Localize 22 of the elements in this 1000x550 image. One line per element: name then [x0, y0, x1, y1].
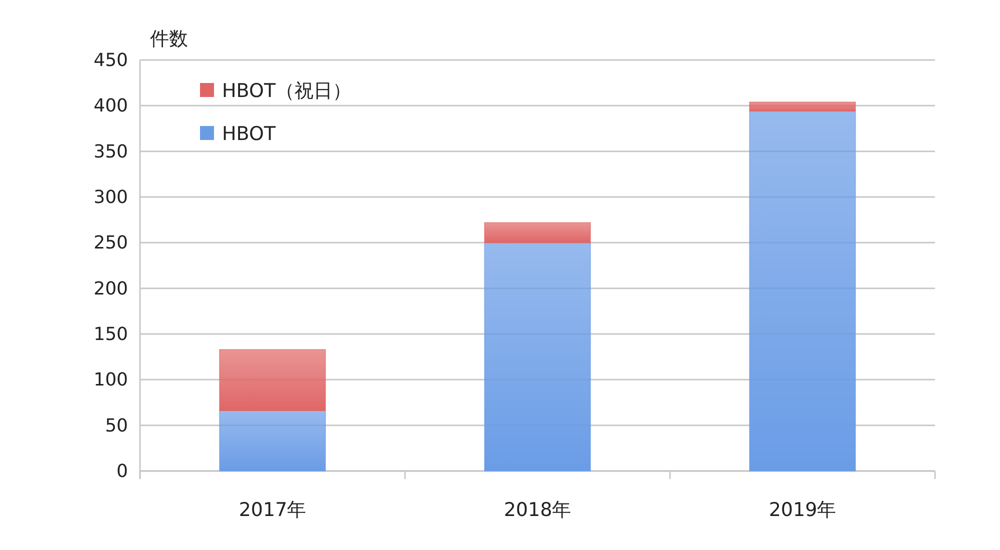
- bar: [484, 242, 591, 472]
- x-tick-label: 2019年: [768, 499, 836, 521]
- y-axis-title: 件数: [150, 28, 188, 50]
- bar: [749, 102, 856, 112]
- bar: [219, 349, 326, 411]
- x-tick-label: 2018年: [504, 499, 572, 521]
- y-tick-label: 250: [94, 232, 128, 254]
- y-tick-label: 50: [105, 415, 128, 436]
- y-tick-label: 150: [94, 324, 128, 345]
- y-tick-label: 300: [94, 187, 128, 208]
- bar: [219, 410, 326, 472]
- legend-label: HBOT（祝日）: [222, 80, 352, 102]
- y-tick-label: 350: [94, 141, 128, 162]
- y-tick-label: 100: [94, 370, 128, 391]
- bar: [484, 222, 591, 243]
- bar: [749, 110, 856, 472]
- legend-label: HBOT: [222, 123, 276, 145]
- y-tick-label: 200: [94, 278, 128, 300]
- x-tick-label: 2017年: [238, 499, 306, 521]
- y-tick-label: 0: [116, 461, 128, 482]
- y-tick-label: 450: [94, 50, 128, 71]
- y-tick-label: 400: [94, 96, 128, 117]
